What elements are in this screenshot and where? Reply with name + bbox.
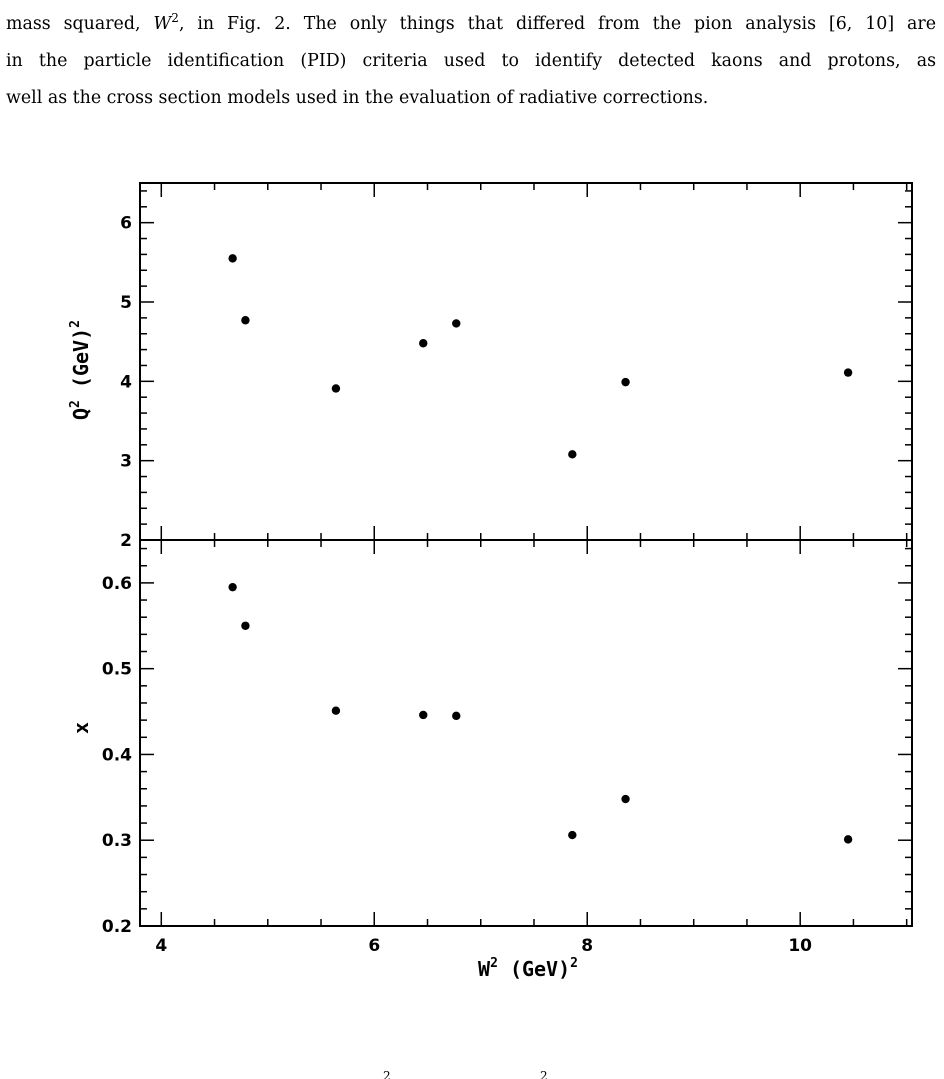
top-y-tick-label: 5 <box>120 293 132 313</box>
top-data-point <box>452 319 461 328</box>
top-y-axis-label: Q2 (GeV)2 <box>68 320 93 420</box>
bottom-data-point <box>241 621 250 630</box>
body-paragraph: mass squared, W2, in Fig. 2. The only th… <box>6 0 936 117</box>
top-panel-frame <box>139 182 913 541</box>
paragraph-line-3: well as the cross section models used in… <box>6 87 709 108</box>
math-exponent: 2 <box>171 11 179 25</box>
top-y-tick-label: 3 <box>120 452 132 472</box>
bottom-data-point <box>228 582 237 592</box>
top-data-point <box>419 339 428 348</box>
bottom-y-tick-label: 0.4 <box>102 745 132 765</box>
top-data-point <box>331 384 341 393</box>
data-points <box>228 254 853 844</box>
top-y-tick-label: 6 <box>120 214 132 234</box>
x-tick-label: 10 <box>788 936 812 956</box>
bottom-data-point <box>331 706 341 715</box>
bottom-data-point <box>621 794 630 804</box>
x-tick-label: 4 <box>155 936 167 956</box>
bottom-y-tick-label: 0.6 <box>102 574 132 594</box>
paragraph-text: mass squared, <box>6 13 154 34</box>
bottom-y-tick-label: 0.3 <box>102 831 132 851</box>
top-data-point <box>228 254 237 263</box>
bottom-y-tick-label: 0.2 <box>102 917 132 937</box>
top-y-tick-label: 4 <box>120 372 132 392</box>
bottom-y-axis-label: x <box>69 722 93 734</box>
bottom-data-point <box>568 830 577 840</box>
bottom-data-point <box>452 711 461 721</box>
bottom-panel-frame <box>139 539 913 927</box>
axis-ticks <box>140 183 912 927</box>
top-y-tick-label: 2 <box>120 531 132 551</box>
x-axis-label: W2 (GeV)2 <box>478 956 578 981</box>
top-data-point <box>843 368 853 377</box>
x-tick-label: 6 <box>368 936 380 956</box>
figure-caption-peek: 2 2 <box>0 1062 944 1079</box>
math-symbol-w: W <box>153 13 172 34</box>
paragraph-line-2: in the particle identification (PID) cri… <box>6 50 936 71</box>
x-tick-label: 8 <box>581 936 593 956</box>
bottom-data-point <box>419 710 428 720</box>
caption-exponent: 2 <box>540 1069 548 1079</box>
caption-exponent: 2 <box>383 1069 391 1079</box>
tick-labels: 2 3 4 5 6 0.2 0.3 0.4 0.5 0.6 4 6 8 10 <box>102 214 812 956</box>
paragraph-text: , in Fig. 2. The only things that differ… <box>178 13 937 34</box>
bottom-data-point <box>843 835 853 844</box>
panel-frames <box>139 182 913 927</box>
top-data-point <box>241 316 250 325</box>
bottom-y-tick-label: 0.5 <box>102 660 132 680</box>
top-data-point <box>621 377 630 387</box>
paragraph-line-1: mass squared, W2, in Fig. 2. The only th… <box>6 0 936 43</box>
top-data-point <box>568 450 577 459</box>
